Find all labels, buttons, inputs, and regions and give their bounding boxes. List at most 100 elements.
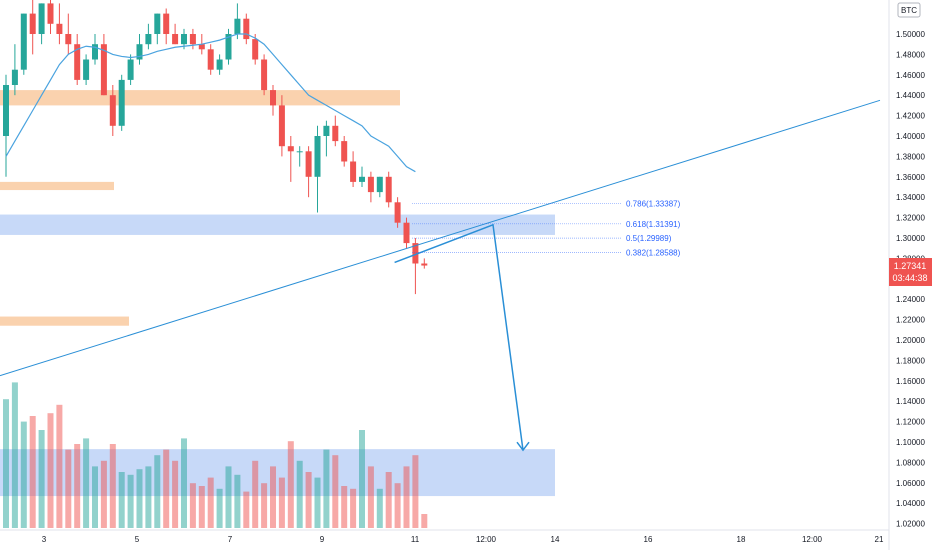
countdown-timer: 03:44:38 xyxy=(892,273,927,283)
volume-bar xyxy=(47,413,54,528)
volume-bar xyxy=(100,460,107,528)
candle xyxy=(29,0,36,55)
candle xyxy=(287,136,294,182)
volume-bar xyxy=(403,466,410,528)
candle-body xyxy=(323,125,330,136)
time-axis[interactable]: 3 5 7 9 11 12:00 14 16 18 12:00 21 xyxy=(42,535,884,544)
candle-body xyxy=(3,85,9,136)
fib-level-label: 0.5(1.29989) xyxy=(626,234,672,243)
candle xyxy=(216,54,223,75)
candle xyxy=(270,85,276,116)
time-tick-label: 3 xyxy=(42,535,47,544)
price-tick-label: 1.16000 xyxy=(896,377,925,386)
candle xyxy=(376,176,383,198)
time-tick-label: 7 xyxy=(228,535,233,544)
candle xyxy=(421,258,428,269)
volume-bar xyxy=(367,466,374,528)
candle-body xyxy=(225,34,232,60)
volume-bar xyxy=(163,449,170,528)
current-price-tag: 1.27341 03:44:38 xyxy=(889,258,932,286)
candle xyxy=(109,85,116,136)
candle-body xyxy=(243,18,250,40)
candle-body xyxy=(278,105,285,147)
candle-body xyxy=(367,176,374,193)
candle-body xyxy=(287,146,294,152)
candle-body xyxy=(332,125,339,142)
candle xyxy=(207,44,214,75)
candle xyxy=(341,136,348,167)
symbol-badge[interactable]: BTC xyxy=(897,2,921,18)
current-price-value: 1.27341 xyxy=(894,261,927,271)
price-tick-label: 1.34000 xyxy=(896,193,925,202)
volume-bar xyxy=(225,466,232,528)
candle xyxy=(38,3,45,45)
time-tick-label: 21 xyxy=(875,535,884,544)
candle xyxy=(314,125,321,213)
candle-body xyxy=(38,3,45,35)
fib-level-label: 0.618(1.31391) xyxy=(626,220,681,229)
candle-body xyxy=(11,69,18,85)
price-tick-label: 1.42000 xyxy=(896,112,925,121)
volume-bar xyxy=(29,416,36,528)
candle-body xyxy=(172,34,179,45)
candle xyxy=(163,8,170,45)
candle-body xyxy=(412,243,419,264)
candle-body xyxy=(350,161,357,182)
candle-body xyxy=(74,44,81,80)
candle xyxy=(305,146,312,198)
price-tick-label: 1.22000 xyxy=(896,316,925,325)
volume-bar xyxy=(11,382,18,528)
candle xyxy=(20,13,27,75)
candle-body xyxy=(376,176,383,193)
candle-body xyxy=(207,49,214,70)
candle xyxy=(172,23,179,45)
price-tick-label: 1.40000 xyxy=(896,132,925,141)
price-axis[interactable]: 1.50000 1.48000 1.46000 1.44000 1.42000 1.400… xyxy=(896,30,925,529)
time-tick-label: 9 xyxy=(320,535,325,544)
volume-bar xyxy=(154,455,161,528)
candle-body xyxy=(261,59,268,91)
volume-bar xyxy=(20,421,27,528)
candle xyxy=(56,3,63,45)
candle-body xyxy=(403,222,410,244)
candle xyxy=(74,34,81,85)
candle xyxy=(234,3,241,40)
candle xyxy=(296,146,303,167)
candle xyxy=(189,28,196,50)
price-tick-label: 1.44000 xyxy=(896,91,925,100)
volume-bar xyxy=(243,491,250,528)
volume-bar xyxy=(92,466,98,528)
price-tick-label: 1.10000 xyxy=(896,438,925,447)
candle-body xyxy=(83,59,90,80)
volume-bar xyxy=(287,441,294,528)
volume-bar xyxy=(252,460,259,528)
candle xyxy=(225,28,232,65)
volume-bar xyxy=(189,483,196,528)
volume-bar xyxy=(341,486,348,528)
price-tick-label: 1.30000 xyxy=(896,234,925,243)
candle xyxy=(394,197,401,228)
price-tick-label: 1.06000 xyxy=(896,479,925,488)
volume-bar xyxy=(359,430,365,528)
price-tick-label: 1.50000 xyxy=(896,30,925,39)
volume-bar xyxy=(74,444,81,528)
candle xyxy=(359,166,365,187)
volume-bar xyxy=(314,477,321,528)
candle xyxy=(367,171,374,203)
fib-level-label: 0.786(1.33387) xyxy=(626,199,681,208)
candle-body xyxy=(127,59,134,80)
candle-body xyxy=(145,34,152,45)
candle xyxy=(403,217,410,249)
candle xyxy=(136,34,143,65)
volume-bar xyxy=(3,399,9,528)
volume-bar xyxy=(261,483,268,528)
volume-bar xyxy=(83,438,90,528)
zones-layer xyxy=(0,90,555,497)
candle-body xyxy=(109,95,116,126)
candle-body xyxy=(65,34,72,45)
volume-bar xyxy=(198,486,205,528)
candle-body xyxy=(359,176,365,182)
candle xyxy=(100,34,107,96)
